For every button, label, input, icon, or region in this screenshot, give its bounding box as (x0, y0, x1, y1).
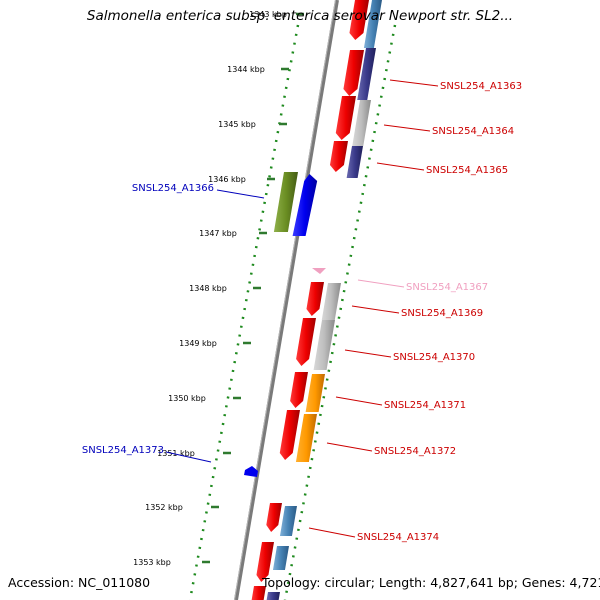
leader-line-snsl254-a1372 (326, 442, 373, 452)
gene-feature-red-a1372[interactable] (279, 410, 300, 460)
leader-line-snsl254-a1374 (308, 527, 356, 538)
kbp-label-1346-kbp: 1346 kbp (208, 175, 246, 184)
gene-feature-navy-a1363[interactable] (357, 48, 376, 100)
gene-features (244, 0, 382, 600)
genome-backbone (234, 0, 339, 600)
kbp-label-1349-kbp: 1349 kbp (179, 339, 217, 348)
kbp-ticks: 1343 kbp 1344 kbp 1345 kbp 1346 kbp 1347 kbp… (133, 10, 304, 567)
kbp-label-1345-kbp: 1345 kbp (218, 120, 256, 129)
gene-feature-navy-bottom[interactable] (266, 592, 280, 600)
gene-feature-blue-a1373[interactable] (244, 466, 258, 477)
gene-label-snsl254-a1372[interactable]: SNSL254_A1372 (374, 446, 456, 457)
leader-line-snsl254-a1366 (216, 189, 265, 199)
kbp-label-1347-kbp: 1347 kbp (199, 229, 237, 238)
gene-feature-blue-a1366[interactable] (292, 174, 318, 236)
gene-label-snsl254-a1370[interactable]: SNSL254_A1370 (393, 352, 475, 363)
gene-feature-steel-top[interactable] (363, 0, 382, 48)
genome-backbone-highlight (234, 0, 336, 600)
gene-feature-orange-a1371[interactable] (305, 374, 325, 412)
gene-label-snsl254-a1369[interactable]: SNSL254_A1369 (401, 308, 483, 319)
leader-line-snsl254-a1365 (376, 162, 425, 171)
kbp-label-1348-kbp: 1348 kbp (189, 284, 227, 293)
kbp-label-1343-kbp: 1343 kbp (249, 10, 287, 19)
gene-labels: SNSL254_A1363 SNSL254_A1364 SNSL254_A1365 S… (82, 81, 522, 543)
gene-feature-navy-a1365[interactable] (346, 146, 363, 178)
gene-label-snsl254-a1363[interactable]: SNSL254_A1363 (440, 81, 522, 92)
kbp-label-1351-kbp: 1351 kbp (157, 449, 195, 458)
gene-feature-steel-a1374[interactable] (279, 506, 297, 536)
gene-label-snsl254-a1373[interactable]: SNSL254_A1373 (82, 445, 164, 456)
gene-feature-red-a1363[interactable] (343, 50, 364, 96)
gene-feature-grey-a1370[interactable] (313, 320, 335, 370)
kbp-label-1350-kbp: 1350 kbp (168, 394, 206, 403)
gene-feature-red-a1365[interactable] (329, 141, 348, 172)
leader-line-snsl254-a1370 (344, 349, 392, 358)
gene-feature-orange-a1372[interactable] (295, 414, 317, 462)
kbp-label-1344-kbp: 1344 kbp (227, 65, 265, 74)
leader-line-snsl254-a1371 (335, 396, 383, 406)
gene-label-snsl254-a1366[interactable]: SNSL254_A1366 (132, 183, 214, 194)
gene-feature-olive-a1366[interactable] (273, 172, 298, 232)
gene-feature-red-a1371[interactable] (290, 372, 308, 408)
leader-line-snsl254-a1369 (351, 305, 400, 314)
leader-line-snsl254-a1364 (383, 124, 431, 132)
accession-text: Accession: NC_011080 (8, 575, 151, 590)
gene-label-snsl254-a1367[interactable]: SNSL254_A1367 (406, 282, 488, 293)
topology-text: Topology: circular; Length: 4,827,641 bp… (262, 575, 600, 590)
gene-label-snsl254-a1374[interactable]: SNSL254_A1374 (357, 532, 439, 543)
gene-label-snsl254-a1371[interactable]: SNSL254_A1371 (384, 400, 466, 411)
gene-label-snsl254-a1364[interactable]: SNSL254_A1364 (432, 126, 514, 137)
leader-line-snsl254-a1367 (357, 279, 405, 288)
gene-feature-red-1[interactable] (349, 0, 369, 40)
gene-feature-red-a1364[interactable] (335, 96, 356, 140)
leader-line-snsl254-a1373 (165, 451, 212, 463)
gene-feature-steel-2[interactable] (272, 546, 289, 570)
label-leader-lines (165, 79, 439, 538)
outer-dotted-track-left (188, 24, 300, 600)
kbp-label-1352-kbp: 1352 kbp (145, 503, 183, 512)
leader-line-snsl254-a1363 (389, 79, 439, 87)
gene-label-snsl254-a1365[interactable]: SNSL254_A1365 (426, 165, 508, 176)
outer-dotted-track-right (283, 24, 397, 600)
gene-feature-red-2[interactable] (256, 542, 274, 582)
gene-feature-red-a1374[interactable] (266, 503, 282, 532)
gene-feature-grey-a1364[interactable] (352, 100, 371, 146)
gene-feature-red-a1370[interactable] (296, 318, 316, 366)
map-title: Salmonella enterica subsp. enterica sero… (86, 8, 514, 24)
gene-feature-red-3[interactable] (251, 586, 266, 600)
gene-feature-red-a1369[interactable] (306, 282, 324, 316)
kbp-label-1353-kbp: 1353 kbp (133, 558, 171, 567)
gene-feature-grey-a1369[interactable] (321, 283, 341, 320)
gene-feature-pink-a1367[interactable] (312, 268, 326, 274)
